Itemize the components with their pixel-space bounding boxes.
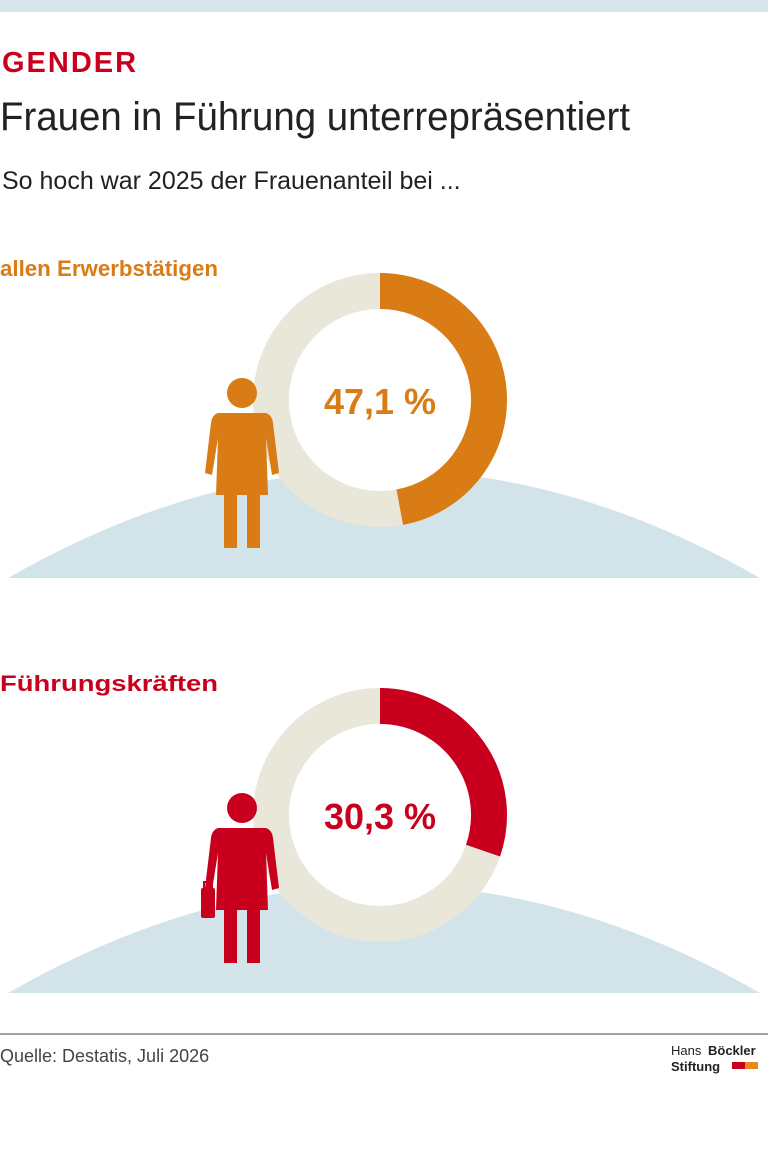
- donut-hole: [289, 724, 471, 906]
- logo-name-bold: Böckler: [708, 1043, 756, 1058]
- chart-title: Führungskräften: [0, 671, 218, 696]
- figure-head: [227, 793, 257, 823]
- briefcase-handle: [203, 881, 213, 890]
- logo-block: [732, 1062, 745, 1069]
- figure: [205, 378, 279, 548]
- source: Quelle: Destatis, Juli 2026: [0, 1046, 209, 1066]
- figure-body: [205, 828, 279, 910]
- briefcase: [201, 888, 215, 918]
- figure-leg: [224, 493, 237, 548]
- figure: [201, 793, 279, 963]
- chart-title: allen Erwerbstätigen: [0, 256, 218, 281]
- value-label: 30,3 %: [324, 796, 436, 837]
- subtitle: So hoch war 2025 der Frauenanteil bei ..…: [2, 167, 461, 195]
- donut-hole: [289, 309, 471, 491]
- logo: Hans Böckler Stiftung: [671, 1043, 758, 1074]
- value-label: 47,1 %: [324, 381, 436, 422]
- title: Frauen in Führung unterrepräsentiert: [0, 95, 630, 139]
- figure-body: [205, 413, 279, 495]
- kicker: GENDER: [2, 47, 138, 79]
- donut-arc: [379, 688, 507, 857]
- donut-arc: [379, 273, 507, 525]
- logo-name: Hans: [671, 1043, 702, 1058]
- top-bar: [0, 0, 768, 12]
- figure-leg: [224, 908, 237, 963]
- figure-leg: [247, 493, 260, 548]
- figure-leg: [247, 908, 260, 963]
- logo-org: Stiftung: [671, 1059, 720, 1074]
- logo-block: [745, 1062, 758, 1069]
- figure-head: [227, 378, 257, 408]
